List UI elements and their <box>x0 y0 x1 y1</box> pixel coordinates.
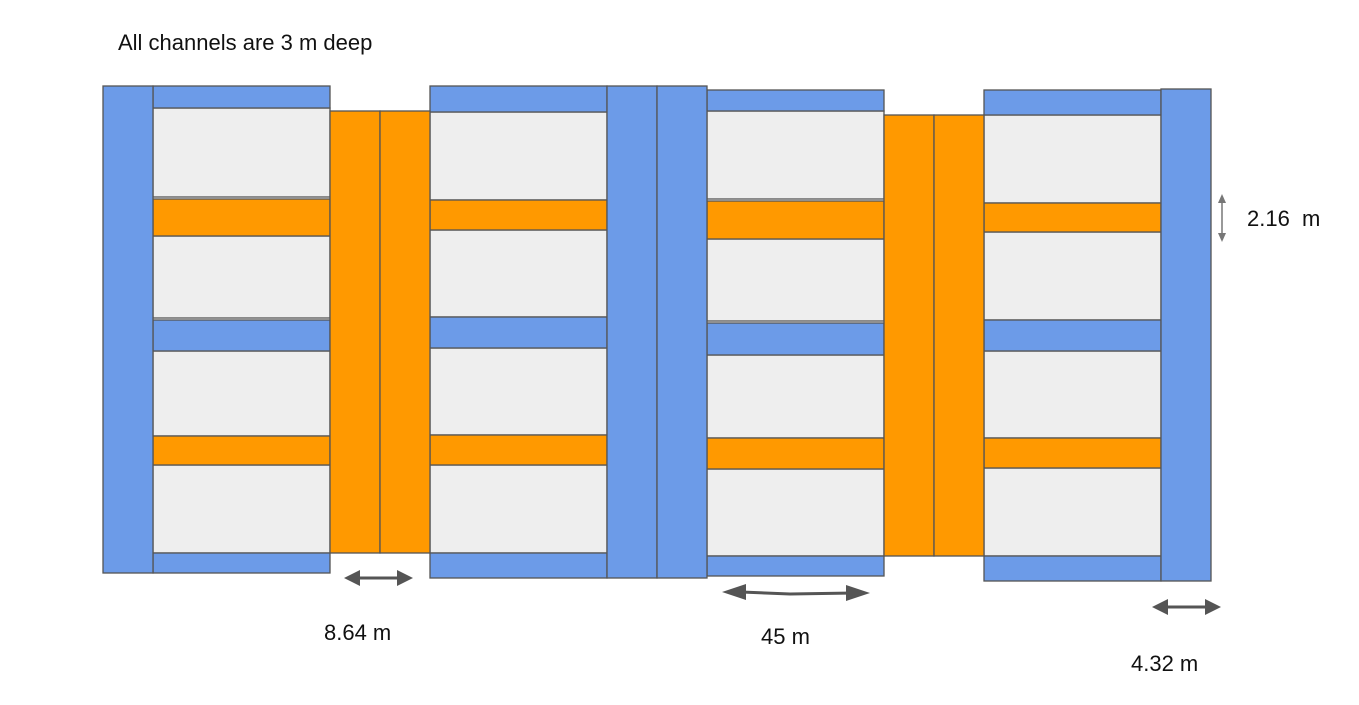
arrow-main-channel-width <box>1152 599 1221 615</box>
blue-cross-channel <box>152 85 331 109</box>
section-a <box>152 85 331 574</box>
pond-length-label: 45 m <box>761 624 810 649</box>
blue-main-channel <box>606 85 658 579</box>
blue-cross-channel <box>706 322 885 356</box>
orange-cross-channel <box>983 202 1162 233</box>
pond-cell <box>152 107 331 198</box>
cross-channel-width-label: 2.16 m <box>1247 206 1321 231</box>
orange-main-channel <box>883 114 935 557</box>
orange-main-channel <box>933 114 985 557</box>
pond-cell <box>429 111 608 201</box>
blue-main-channel <box>102 85 154 574</box>
depth-note: All channels are 3 m deep <box>118 30 373 55</box>
pond-cell <box>429 229 608 318</box>
section-c <box>706 89 885 577</box>
orange-cross-channel <box>706 200 885 240</box>
pond-cell <box>983 350 1162 439</box>
orange-main-channel <box>329 110 381 554</box>
orange-main-channel <box>379 110 431 554</box>
blue-cross-channel <box>429 552 608 579</box>
gap-width-label: 8.64 m <box>324 620 392 645</box>
pond-cell <box>983 467 1162 557</box>
pond-cell <box>152 350 331 437</box>
section-d <box>983 89 1162 582</box>
pond-cell <box>706 468 885 557</box>
pond-cell <box>429 464 608 554</box>
pond-cell <box>152 235 331 319</box>
orange-cross-channel <box>983 437 1162 469</box>
main-channel-width-label: 4.32 m <box>1131 651 1199 676</box>
orange-cross-channel <box>429 434 608 466</box>
arrow-cross-channel-width <box>1218 194 1226 242</box>
orange-cross-channel <box>152 198 331 237</box>
blue-cross-channel <box>152 319 331 352</box>
orange-cross-channel <box>706 437 885 470</box>
pond-cell <box>983 231 1162 321</box>
pond-cell <box>706 110 885 200</box>
pond-cell <box>983 114 1162 204</box>
arrow-gap-width <box>344 570 413 586</box>
blue-cross-channel <box>706 555 885 577</box>
section-b <box>429 85 608 579</box>
blue-cross-channel <box>983 319 1162 352</box>
arrow-pond-length <box>722 584 870 601</box>
pond-cell <box>706 238 885 322</box>
blue-cross-channel <box>983 89 1162 116</box>
blue-cross-channel <box>429 85 608 113</box>
blue-cross-channel <box>983 555 1162 582</box>
pond-cell <box>152 464 331 554</box>
pond-cell <box>706 354 885 439</box>
main-channels <box>102 85 1212 582</box>
blue-cross-channel <box>706 89 885 112</box>
orange-cross-channel <box>429 199 608 231</box>
blue-cross-channel <box>152 552 331 574</box>
orange-cross-channel <box>152 435 331 466</box>
blue-main-channel <box>1160 88 1212 582</box>
blue-main-channel <box>656 85 708 579</box>
pond-cell <box>429 347 608 436</box>
blue-cross-channel <box>429 316 608 349</box>
